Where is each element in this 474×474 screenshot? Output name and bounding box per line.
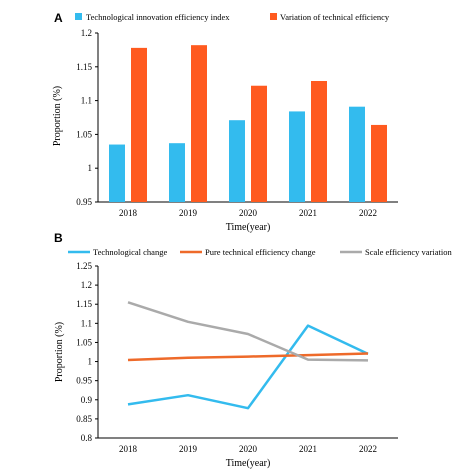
panel-b-x-tick-label-0: 2018 <box>119 444 138 454</box>
panel-b-label: B <box>54 231 63 245</box>
panel-a-bar-s0-2018 <box>109 144 125 202</box>
panel-a-bar-s1-2021 <box>311 80 327 202</box>
panel-a-legend-label-0: Technological innovation efficiency inde… <box>86 12 230 22</box>
panel-b-x-tick-label-1: 2019 <box>179 444 198 454</box>
panel-b-y-tick-label-1: 0.85 <box>76 414 92 424</box>
panel-a-y-tick-label-3: 1.1 <box>81 96 92 106</box>
panel-a-bar-s1-2020 <box>251 85 267 202</box>
panel-a-legend-label-1: Variation of technical efficiency <box>280 12 390 22</box>
panel-a-x-tick-label-4: 2022 <box>359 208 377 218</box>
panel-a-x-axis-label: Time(year) <box>226 222 271 233</box>
panel-a-y-tick-label-4: 1.15 <box>76 62 92 72</box>
panel-b-x-axis-label: Time(year) <box>226 458 271 469</box>
panel-b-y-tick-label-9: 1.25 <box>76 261 92 271</box>
panel-a-bar-s0-2019 <box>169 143 185 202</box>
panel-b-y-tick-label-2: 0.9 <box>81 395 93 405</box>
panel-b-x-tick-label-2: 2020 <box>239 444 258 454</box>
panel-a-bar-s0-2021 <box>289 111 305 202</box>
panel-a-bar-s1-2019 <box>191 45 207 202</box>
panel-a-x-tick-label-2: 2020 <box>239 208 258 218</box>
panel-b-line-s2 <box>127 301 369 362</box>
panel-a-x-tick-label-3: 2021 <box>299 208 317 218</box>
panel-a-legend-swatch-1 <box>270 13 277 20</box>
panel-b-y-tick-label-4: 1 <box>88 357 93 367</box>
panel-a-label: A <box>54 11 63 25</box>
panel-a-x-tick-label-0: 2018 <box>119 208 138 218</box>
panel-a-y-tick-label-0: 0.95 <box>76 197 92 207</box>
panel-b-legend-label-2: Scale efficiency variation <box>365 247 452 257</box>
panel-a-y-tick-label-2: 1.05 <box>76 129 92 139</box>
panel-b-y-axis-label: Proportion (%) <box>54 322 65 382</box>
panel-b-x-tick-label-4: 2022 <box>359 444 377 454</box>
panel-b-y-tick-label-3: 0.95 <box>76 376 92 386</box>
panel-b-y-tick-label-6: 1.1 <box>81 318 92 328</box>
panel-b-line-s1 <box>127 352 369 362</box>
panel-b-y-tick-label-5: 1.05 <box>76 337 92 347</box>
panel-a-y-tick-label-1: 1 <box>88 163 93 173</box>
panel-a-bar-s0-2022 <box>349 106 365 202</box>
panel-b-y-tick-label-8: 1.2 <box>81 280 92 290</box>
panel-b-y-tick-label-0: 0.8 <box>81 433 93 443</box>
panel-b-legend-label-0: Technological change <box>93 247 167 257</box>
panel-a-y-axis-label: Proportion (%) <box>52 86 63 146</box>
panel-b-legend-label-1: Pure technical efficiency change <box>205 247 316 257</box>
panel-b-x-tick-label-3: 2021 <box>299 444 317 454</box>
panel-a-legend-swatch-0 <box>75 13 82 20</box>
panel-a-bar-s0-2020 <box>229 120 245 202</box>
panel-a-y-tick-label-5: 1.2 <box>81 28 92 38</box>
panel-a-x-tick-label-1: 2019 <box>179 208 198 218</box>
panel-b-y-tick-label-7: 1.15 <box>76 299 92 309</box>
panel-a-bar-s1-2018 <box>131 47 147 202</box>
panel-b-line-s0 <box>127 324 369 410</box>
panel-a-bar-s1-2022 <box>371 124 387 202</box>
